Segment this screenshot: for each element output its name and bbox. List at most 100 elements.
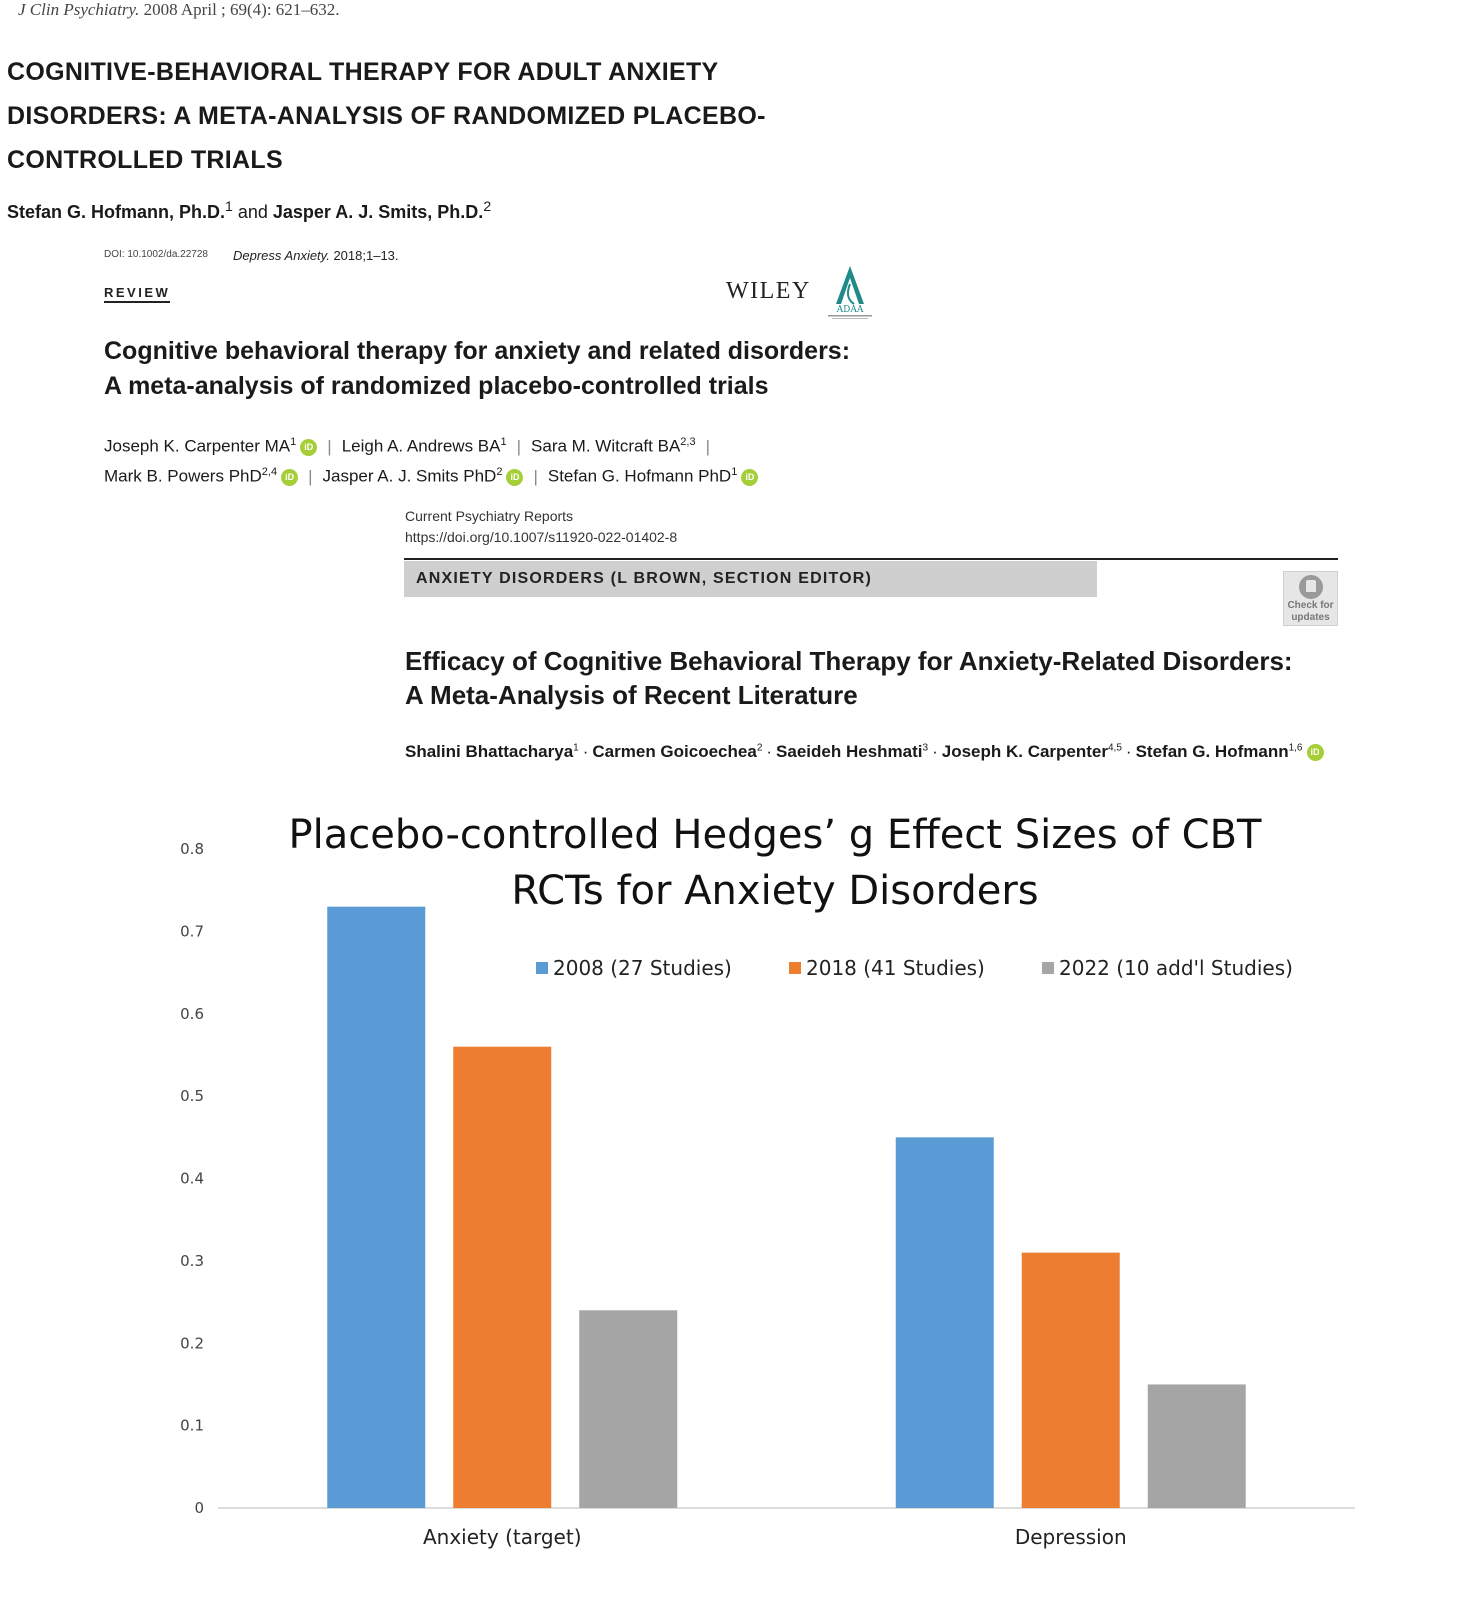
paper1-title: COGNITIVE-BEHAVIORAL THERAPY FOR ADULT A… (7, 50, 907, 182)
author-separator: | (533, 466, 538, 486)
paper3-divider (404, 558, 1338, 560)
paper2-author: Sara M. Witcraft BA (531, 436, 681, 456)
paper1-author-affil: 1 (225, 198, 233, 214)
bar (1021, 1252, 1120, 1508)
paper3-doi[interactable]: https://doi.org/10.1007/s11920-022-01402… (405, 529, 678, 545)
paper2-author-affil: 2,4 (261, 466, 278, 478)
paper2-author: Stefan G. Hofmann PhD (547, 466, 732, 486)
y-tick-label: 0.5 (180, 1087, 204, 1105)
legend-swatch (1042, 962, 1054, 974)
adaa-logo: ADAA (828, 266, 872, 319)
author-separator: · (1125, 742, 1132, 761)
bookmark-icon (1298, 575, 1323, 599)
paper3-author: Carmen Goicoechea (592, 742, 757, 761)
author-separator: | (516, 436, 522, 456)
paper3-author-affil: 2 (756, 742, 763, 754)
legend-label: 2008 (27 Studies) (553, 956, 732, 980)
paper2-author: Leigh A. Andrews BA (341, 436, 501, 456)
y-tick-label: 0.8 (180, 840, 204, 858)
paper2-author: Mark B. Powers PhD (104, 466, 262, 486)
paper2-author: Jasper A. J. Smits PhD (322, 466, 497, 486)
paper2-title-line: Cognitive behavioral therapy for anxiety… (104, 337, 851, 365)
chart-title-line: RCTs for Anxiety Disorders (511, 868, 1038, 914)
effect-size-chart: 0 0.1 0.2 0.3 0.4 0.5 0.6 0.7 0.8 Anxiety (targe… (180, 812, 1355, 1549)
paper1-journal: J Clin Psychiatry. (18, 0, 140, 19)
paper3-author-affil: 3 (922, 742, 929, 754)
wiley-logo: WILEY (726, 278, 811, 304)
orcid-icon[interactable]: iD (506, 468, 524, 486)
paper3-author-affil: 1,6 (1288, 742, 1303, 754)
paper2-authors-line2: Mark B. Powers PhD2,4 iD | Jasper A. J. Smi… (104, 466, 759, 487)
paper3-author: Joseph K. Carpenter (941, 742, 1108, 761)
bar (895, 1137, 994, 1508)
orcid-icon[interactable]: iD (741, 468, 759, 486)
y-tick-label: 0.2 (180, 1334, 204, 1352)
bar (453, 1046, 552, 1508)
paper1-title-line: DISORDERS: A META-ANALYSIS OF RANDOMIZED… (7, 102, 766, 130)
paper1-authors: Stefan G. Hofmann, Ph.D.1 and Jasper A. … (7, 198, 491, 223)
paper3-section-label: ANXIETY DISORDERS (L BROWN, SECTION EDIT… (416, 570, 873, 587)
paper1-title-line: CONTROLLED TRIALS (7, 146, 283, 174)
check-for-updates-label: updates (1291, 612, 1330, 623)
paper3-title-line: Efficacy of Cognitive Behavioral Therapy… (405, 646, 1293, 676)
paper1-citation-text: 2008 April ; 69(4): 621–632. (143, 0, 340, 19)
paper2-author: Joseph K. Carpenter MA (104, 436, 291, 456)
paper2-section-label: REVIEW (104, 285, 171, 303)
paper2-title-line: A meta-analysis of randomized placebo-co… (104, 372, 769, 400)
paper2-author-affil: 1 (500, 436, 507, 448)
paper3-author-affil: 4,5 (1108, 742, 1122, 754)
bar (1147, 1384, 1246, 1508)
author-separator: · (766, 742, 773, 761)
y-tick-label: 0.3 (180, 1252, 204, 1270)
y-tick-label: 0.4 (180, 1170, 204, 1188)
x-axis: Anxiety (target) Depression (423, 1525, 1127, 1549)
legend-swatch (536, 962, 548, 974)
y-axis: 0 0.1 0.2 0.3 0.4 0.5 0.6 0.7 0.8 (180, 840, 204, 1517)
paper2-doi: DOI: 10.1002/da.22728 (104, 249, 208, 260)
bar (579, 1310, 678, 1508)
orcid-icon[interactable]: iD (1306, 744, 1324, 761)
paper3-authors: Shalini Bhattacharya1 · Carmen Goicoechea2… (405, 742, 1324, 762)
paper3-author: Shalini Bhattacharya (405, 742, 574, 761)
paper2-author-affil: 2,3 (680, 436, 696, 448)
paper2-citation: Depress Anxiety. 2018;1–13. (233, 248, 399, 263)
paper1-conj: and (237, 202, 268, 222)
category-label: Anxiety (target) (423, 1525, 582, 1549)
check-for-updates-button[interactable]: Check for updates (1283, 571, 1338, 626)
paper1-author: Stefan G. Hofmann, Ph.D. (7, 202, 226, 222)
author-separator: | (308, 466, 313, 486)
y-tick-label: 0.6 (180, 1005, 204, 1023)
author-separator: | (705, 436, 710, 456)
orcid-icon[interactable]: iD (281, 468, 299, 486)
paper2-author-affil: 1 (290, 436, 297, 448)
legend-swatch (789, 962, 801, 974)
paper2-author-affil: 1 (731, 466, 738, 478)
category-label: Depression (1015, 1525, 1127, 1549)
author-separator: · (932, 742, 938, 761)
legend-label: 2022 (10 add'l Studies) (1059, 956, 1293, 980)
paper2-author-affil: 2 (496, 466, 503, 478)
paper3-title: Efficacy of Cognitive Behavioral Therapy… (405, 644, 1305, 712)
paper2-authors-line1: Joseph K. Carpenter MA1 iD | Leigh A. Andre… (104, 436, 720, 457)
paper2-journal: Depress Anxiety. (233, 248, 330, 263)
orcid-icon[interactable]: iD (300, 438, 318, 456)
y-tick-label: 0.7 (180, 922, 204, 940)
paper2-citation-text: 2018;1–13. (333, 248, 399, 263)
paper1-author-affil: 2 (483, 198, 492, 214)
paper3-journal: Current Psychiatry Reports (405, 508, 574, 524)
legend-label: 2018 (41 Studies) (806, 956, 985, 980)
paper1-citation: J Clin Psychiatry. 2008 April ; 69(4): 6… (18, 0, 340, 20)
paper3-title-line: A Meta-Analysis of Recent Literature (405, 680, 858, 710)
adaa-logo-text: ADAA (836, 305, 864, 315)
paper1-author: Jasper A. J. Smits, Ph.D. (272, 202, 484, 222)
author-separator: · (582, 742, 589, 761)
chart-title-line: Placebo-controlled Hedges’ g Effect Size… (289, 812, 1262, 858)
paper3-section-band (404, 561, 1097, 597)
paper2-title: Cognitive behavioral therapy for anxiety… (104, 334, 924, 404)
paper1-title-line: COGNITIVE-BEHAVIORAL THERAPY FOR ADULT A… (7, 58, 719, 86)
check-for-updates-label: Check for (1287, 600, 1334, 611)
bars (327, 906, 1246, 1508)
y-tick-label: 0.1 (180, 1417, 204, 1435)
y-tick-label: 0 (194, 1499, 204, 1517)
author-separator: | (327, 436, 332, 456)
